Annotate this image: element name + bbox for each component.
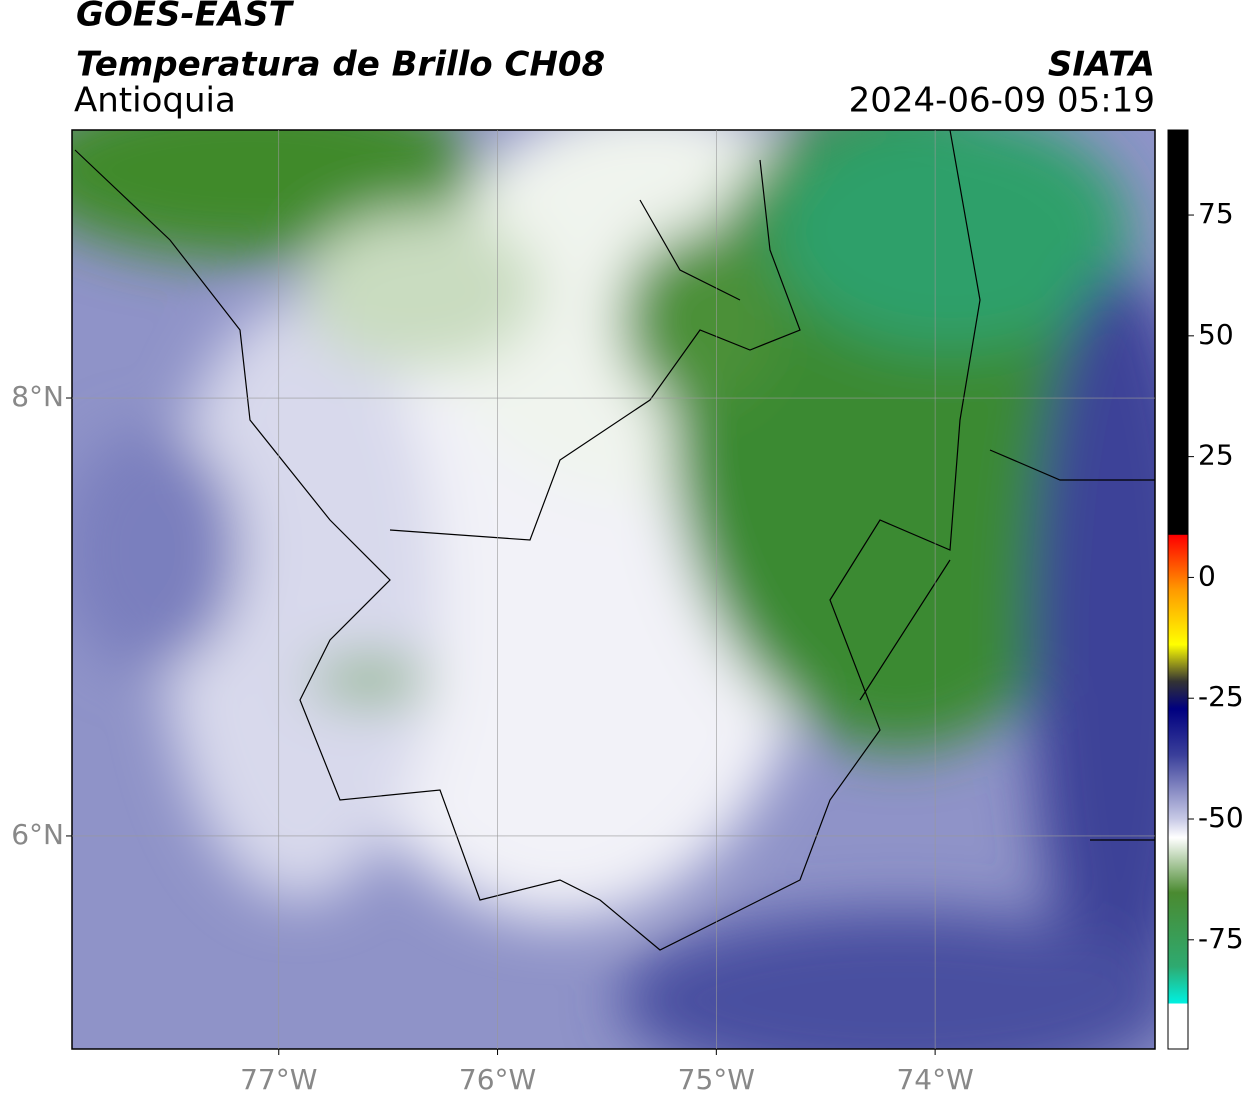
source: SIATA [1048, 45, 1155, 85]
subtitle: Temperatura de Brillo CH08 [76, 45, 605, 85]
map-frame [71, 129, 1156, 1050]
colorbar [1167, 129, 1189, 1050]
region: Antioquia [74, 81, 236, 121]
colorbar-tick-label: 50 [1198, 318, 1234, 351]
map-image [72, 130, 1155, 1049]
colorbar-tick-label: -25 [1198, 680, 1244, 713]
x-tick-label: 74°W [896, 1063, 973, 1096]
datetime: 2024-06-09 05:19 [849, 81, 1155, 121]
colorbar-tick-label: 75 [1198, 197, 1234, 230]
colorbar-tick-label: -50 [1198, 801, 1244, 834]
x-tick-label: 75°W [678, 1063, 755, 1096]
colorbar-tick-label: 25 [1198, 439, 1234, 472]
colorbar-tick-label: 0 [1198, 559, 1216, 592]
y-tick-label: 6°N [11, 818, 64, 851]
y-tick-label: 8°N [11, 380, 64, 413]
colorbar-tick-label: -75 [1198, 922, 1244, 955]
x-tick-label: 77°W [240, 1063, 317, 1096]
title: GOES-EAST [76, 0, 295, 35]
x-tick-label: 76°W [459, 1063, 536, 1096]
